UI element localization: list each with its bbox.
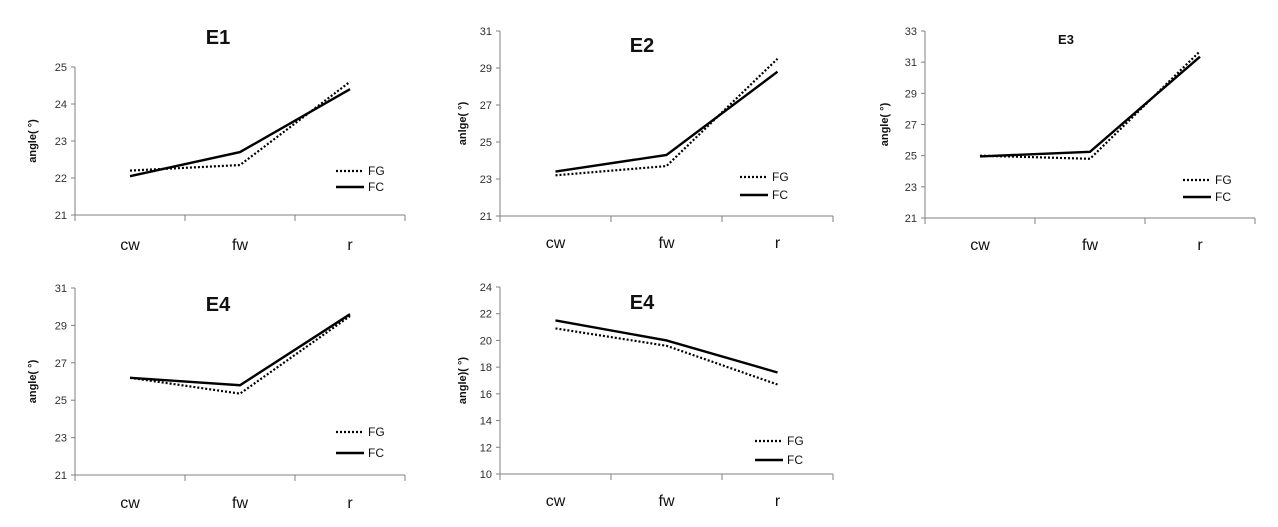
x-tick-label: r [347,237,353,254]
x-tick-label: cw [546,493,566,510]
chart-5: 10 12 14 16 18 20 22 24 cw fw r E4 angle)( °) FG FC [457,282,834,510]
y-tick-label: 21 [55,470,67,482]
y-tick-label: 25 [480,137,492,149]
y-tick-label: 27 [905,120,917,132]
y-tick-label: 25 [905,151,917,163]
y-tick-label: 20 [480,335,492,347]
y-tick-label: 33 [905,26,917,38]
series-line-fc [129,88,351,178]
legend-label-fc: FC [1215,190,1231,204]
chart-1: 21 22 23 24 25 cw fw r E1 angle( °) FG FC [27,27,406,254]
chart-title: E3 [1058,32,1074,47]
y-tick-label: 18 [480,362,492,374]
series-line-fg [555,57,779,177]
x-tick-label: r [775,493,781,510]
legend-label-fc: FC [787,453,803,467]
y-tick-label: 14 [480,416,492,428]
y-tick-label: 21 [55,210,67,222]
y-tick-label: 10 [480,469,492,481]
legend-label-fg: FG [787,434,804,448]
chart-title: E1 [206,27,230,49]
y-tick-label: 31 [55,283,67,295]
y-tick-label: 29 [905,88,917,100]
x-tick-label: fw [1082,237,1098,254]
legend-label-fg: FG [1215,173,1232,187]
x-tick-label: fw [659,235,675,252]
series-line-fg [555,327,778,386]
y-tick-label: 21 [480,211,492,223]
y-axis-label: angle( °) [879,102,891,146]
x-tick-label: cw [120,237,140,254]
x-tick-label: fw [659,493,675,510]
legend-label-fg: FG [772,170,789,184]
x-tick-label: r [347,495,353,512]
x-tick-label: cw [120,495,140,512]
y-tick-label: 29 [480,63,492,75]
y-tick-label: 25 [55,62,67,74]
y-tick-label: 31 [480,26,492,38]
chart-2: 21 23 25 27 29 31 cw fw r E2 anlge( °) FG FC [457,26,834,252]
y-tick-label: 31 [905,57,917,69]
y-tick-label: 27 [55,358,67,370]
y-tick-label: 12 [480,442,492,454]
y-axis-label: anlge( °) [457,101,469,145]
y-tick-label: 24 [480,282,492,294]
x-tick-label: r [1197,237,1203,254]
chart-3: 21 23 25 27 29 31 33 cw fw r E3 angle( °) FG FC [879,26,1256,254]
series-line-fc [129,313,351,387]
series-line-fg [129,315,351,395]
y-tick-label: 23 [55,136,67,148]
chart-title: E4 [630,292,655,314]
y-tick-label: 22 [480,309,492,321]
legend-label-fc: FC [772,188,788,202]
y-tick-label: 23 [480,174,492,186]
y-tick-label: 24 [55,99,67,111]
y-axis-label: angle( °) [27,119,39,163]
y-tick-label: 27 [480,100,492,112]
y-tick-label: 22 [55,173,67,185]
y-axis-label: angle( °) [27,359,39,403]
y-tick-label: 21 [905,213,917,225]
series-line-fg [979,50,1201,160]
legend-label-fc: FC [368,446,384,460]
legend-label-fg: FG [368,164,385,178]
y-tick-label: 23 [55,433,67,445]
x-tick-label: cw [970,237,990,254]
y-axis-label: angle)( °) [457,357,469,405]
y-tick-label: 29 [55,320,67,332]
chart-title: E4 [206,294,231,316]
x-tick-label: cw [546,235,566,252]
series-line-fc [979,55,1201,158]
x-tick-label: fw [232,237,248,254]
y-tick-label: 25 [55,395,67,407]
x-tick-label: r [775,235,781,252]
y-tick-label: 16 [480,389,492,401]
legend-label-fg: FG [368,425,385,439]
legend-label-fc: FC [368,180,384,194]
y-tick-label: 23 [905,182,917,194]
chart-title: E2 [630,35,654,57]
series-line-fg [129,80,351,172]
series-line-fc [555,70,779,173]
chart-4: 21 23 25 27 29 31 cw fw r E4 angle( °) FG FC [27,283,406,512]
x-tick-label: fw [232,495,248,512]
